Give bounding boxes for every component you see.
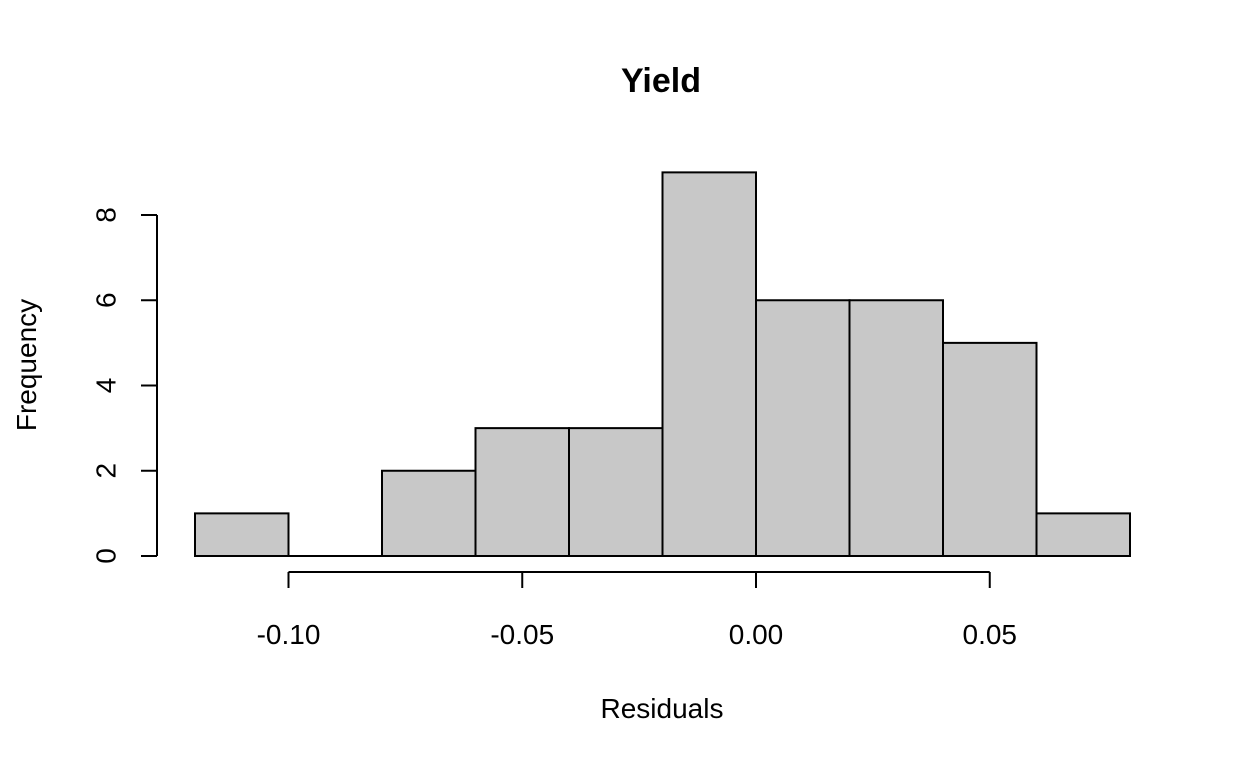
y-tick-label: 0 [90, 548, 121, 564]
x-axis-label: Residuals [601, 693, 724, 724]
y-axis: 0 2 4 6 8 [90, 207, 158, 564]
histogram-bar [661, 171, 757, 557]
y-tick-label: 4 [90, 378, 121, 394]
histogram-bar [848, 299, 944, 557]
y-tick-label: 2 [90, 463, 121, 479]
x-tick-label: 0.00 [729, 619, 784, 650]
y-tick-label: 8 [90, 207, 121, 223]
histogram-bar [1035, 512, 1131, 557]
histogram-bar [755, 299, 851, 557]
bars-group [194, 171, 1131, 557]
x-tick-label: -0.10 [257, 619, 321, 650]
x-axis: -0.10 -0.05 0.00 0.05 [257, 571, 1018, 650]
histogram-bar [194, 512, 290, 557]
histogram-bar [381, 469, 477, 557]
histogram-bar [474, 427, 570, 557]
y-axis-label: Frequency [11, 299, 42, 431]
x-tick-label: -0.05 [490, 619, 554, 650]
chart-title: Yield [621, 62, 701, 100]
histogram-bar [568, 427, 664, 557]
histogram-bar [942, 341, 1038, 557]
x-tick-label: 0.05 [963, 619, 1018, 650]
y-tick-label: 6 [90, 292, 121, 308]
